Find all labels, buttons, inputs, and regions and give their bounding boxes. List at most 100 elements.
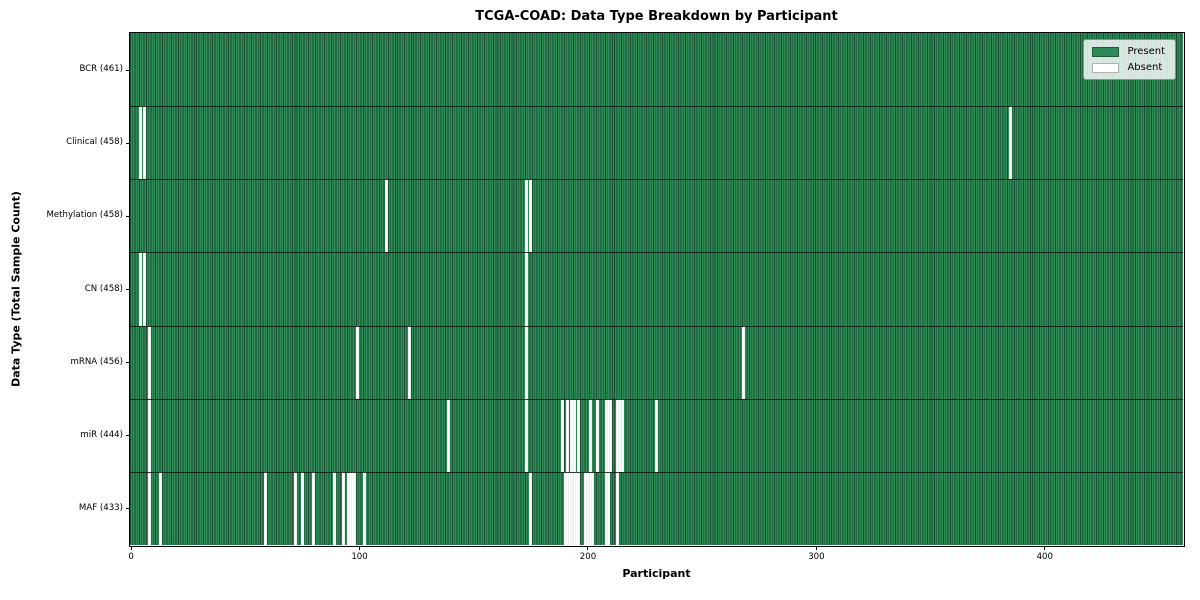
absent-bar bbox=[604, 398, 608, 472]
absent-bar bbox=[346, 471, 350, 545]
absent-bar bbox=[147, 325, 151, 399]
absent-bar bbox=[584, 471, 588, 545]
absent-bar bbox=[385, 179, 389, 253]
x-axis-label: Participant bbox=[622, 567, 691, 580]
x-tick-label: 0 bbox=[128, 552, 134, 562]
absent-bar bbox=[604, 471, 608, 545]
row-band-bcr bbox=[130, 33, 1183, 107]
absent-bar bbox=[741, 325, 745, 399]
y-tick-label: mRNA (456) bbox=[70, 356, 124, 367]
legend-item-present: Present bbox=[1092, 46, 1165, 57]
absent-bar bbox=[595, 398, 599, 472]
row-separator bbox=[130, 325, 1183, 327]
absent-bar bbox=[362, 471, 366, 545]
absent-bar bbox=[355, 325, 359, 399]
absent-bar bbox=[147, 398, 151, 472]
absent-bar bbox=[294, 471, 298, 545]
legend-label: Present bbox=[1127, 46, 1165, 57]
row-band-methylation bbox=[130, 179, 1183, 253]
absent-bar bbox=[616, 398, 620, 472]
legend-item-absent: Absent bbox=[1092, 62, 1165, 73]
absent-bar bbox=[524, 325, 528, 399]
legend: Present Absent bbox=[1083, 39, 1176, 80]
absent-bar bbox=[353, 471, 357, 545]
absent-bar bbox=[529, 179, 533, 253]
absent-bar bbox=[607, 471, 610, 545]
absent-bar bbox=[620, 398, 624, 472]
absent-bar bbox=[570, 471, 574, 545]
absent-bar bbox=[565, 471, 569, 545]
y-tick-label: MAF (433) bbox=[78, 502, 123, 513]
legend-swatch-absent bbox=[1092, 62, 1120, 73]
absent-bar bbox=[591, 471, 595, 545]
x-tick-label: 400 bbox=[1036, 552, 1053, 562]
y-tick-label: Clinical (458) bbox=[66, 137, 123, 148]
plot-area: Present Absent bbox=[128, 31, 1185, 547]
row-separator bbox=[130, 398, 1183, 400]
y-tick-label: BCR (461) bbox=[79, 64, 123, 75]
row-band-mir bbox=[130, 398, 1183, 472]
absent-bar bbox=[586, 471, 590, 545]
absent-bar bbox=[524, 252, 528, 326]
row-separator bbox=[130, 252, 1183, 254]
y-tick-label: Methylation (458) bbox=[46, 210, 123, 221]
absent-bar bbox=[447, 398, 451, 472]
absent-bar bbox=[143, 106, 147, 180]
absent-bar bbox=[143, 252, 147, 326]
legend-label: Absent bbox=[1127, 62, 1163, 73]
absent-bar bbox=[618, 398, 622, 472]
absent-bar bbox=[572, 471, 576, 545]
x-tick-label: 100 bbox=[351, 552, 368, 562]
y-tick-mark bbox=[126, 435, 130, 437]
absent-bar bbox=[577, 398, 581, 472]
row-band-cn bbox=[130, 252, 1183, 326]
absent-bar bbox=[408, 325, 412, 399]
absent-bar bbox=[565, 398, 569, 472]
x-tick-label: 300 bbox=[808, 552, 825, 562]
absent-bar bbox=[264, 471, 268, 545]
y-tick-mark bbox=[126, 508, 130, 510]
row-separator bbox=[130, 179, 1183, 181]
row-band-clinical bbox=[130, 106, 1183, 180]
x-tick-mark bbox=[1044, 546, 1046, 550]
chart-title: TCGA-COAD: Data Type Breakdown by Partic… bbox=[475, 9, 838, 24]
absent-bar bbox=[348, 471, 352, 545]
row-band-mrna bbox=[130, 325, 1183, 399]
x-tick-mark bbox=[130, 546, 132, 550]
absent-bar bbox=[616, 471, 620, 545]
absent-bar bbox=[570, 398, 574, 472]
absent-bar bbox=[588, 398, 592, 472]
row-separator bbox=[130, 106, 1183, 108]
y-tick-mark bbox=[126, 289, 130, 290]
row-band-maf bbox=[130, 471, 1183, 545]
absent-bar bbox=[575, 471, 579, 545]
x-tick-label: 200 bbox=[579, 552, 597, 562]
y-tick-label: CN (458) bbox=[84, 283, 123, 294]
absent-bar bbox=[655, 398, 658, 472]
y-tick-label: miR (444) bbox=[80, 429, 123, 440]
y-tick-mark bbox=[126, 142, 130, 144]
absent-bar bbox=[524, 179, 528, 253]
x-tick-mark bbox=[359, 546, 361, 550]
absent-bar bbox=[563, 471, 567, 545]
absent-bar bbox=[342, 471, 346, 545]
absent-bar bbox=[312, 471, 316, 545]
absent-bar bbox=[529, 471, 533, 545]
absent-bar bbox=[572, 398, 576, 472]
absent-bar bbox=[588, 471, 592, 545]
absent-bar bbox=[138, 252, 142, 326]
absent-bar bbox=[1009, 106, 1013, 180]
y-tick-mark bbox=[126, 69, 130, 71]
row-separator bbox=[130, 471, 1183, 473]
absent-bar bbox=[568, 471, 572, 545]
absent-bar bbox=[609, 398, 613, 472]
y-tick-mark bbox=[126, 215, 130, 217]
absent-bar bbox=[607, 398, 610, 472]
y-tick-mark bbox=[126, 362, 130, 364]
absent-bar bbox=[351, 471, 355, 545]
x-tick-mark bbox=[815, 546, 817, 550]
absent-bar bbox=[138, 106, 142, 180]
x-tick-mark bbox=[587, 546, 589, 550]
absent-bar bbox=[561, 398, 565, 472]
